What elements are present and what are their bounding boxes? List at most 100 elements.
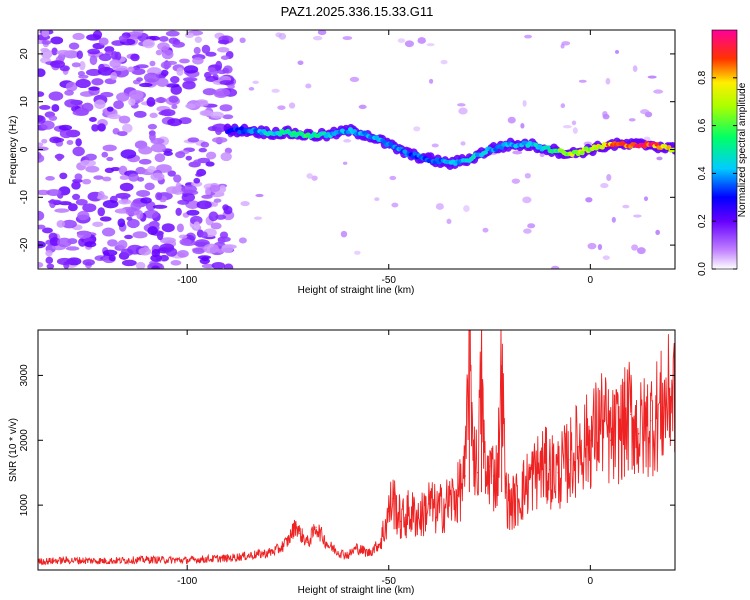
noise-blob [38, 224, 46, 230]
noise-blob [211, 136, 228, 144]
noise-blob [156, 77, 169, 88]
noise-blob [107, 113, 122, 120]
noise-blob [41, 138, 48, 144]
noise-blob [219, 80, 234, 86]
noise-blob [40, 47, 50, 53]
snr-point [509, 504, 511, 506]
colorbar-tick-label: 0.8 [697, 70, 708, 84]
noise-blob [75, 78, 91, 89]
noise-blob [56, 257, 73, 266]
snr-frame [37, 329, 676, 571]
noise-blob [147, 123, 158, 130]
noise-blob [138, 158, 152, 165]
noise-blob [147, 226, 158, 236]
noise-blob [149, 112, 158, 118]
colorbar-label: Normalized spectral amplitude [737, 82, 748, 217]
noise-blob [215, 127, 223, 136]
noise-blob [218, 185, 227, 193]
noise-blob [81, 102, 94, 112]
snr-point [589, 439, 591, 441]
noise-blob [56, 220, 66, 228]
noise-blob [117, 131, 128, 137]
noise-blob [200, 231, 208, 239]
snr-point [315, 526, 317, 528]
noise-blob [117, 199, 132, 205]
snr-point [327, 544, 329, 546]
snr-y-label: SNR (10 * v/v) [8, 418, 19, 482]
noise-blob [397, 38, 406, 43]
snr-x-ticks: -100 -50 0 [177, 330, 594, 587]
noise-blob [77, 71, 85, 77]
noise-blob [460, 141, 466, 146]
noise-blob [46, 263, 55, 269]
noise-blob [38, 68, 46, 77]
noise-blob [171, 104, 178, 110]
noise-blob [121, 259, 137, 267]
noise-blob [40, 120, 55, 130]
noise-blob [67, 203, 78, 212]
noise-blob [170, 76, 180, 84]
noise-blob [38, 262, 44, 268]
noise-blob [606, 174, 612, 182]
noise-blob [56, 49, 72, 55]
noise-blob [655, 229, 660, 235]
snr-point [428, 503, 430, 505]
noise-blob [512, 150, 523, 155]
noise-blob [184, 32, 195, 39]
noise-blob [74, 173, 83, 181]
noise-blob [647, 75, 657, 79]
snr-point [146, 559, 148, 561]
noise-blob [149, 35, 161, 41]
noise-blob [100, 91, 114, 98]
noise-blob [38, 210, 45, 221]
noise-blob [354, 250, 361, 255]
noise-blob [76, 230, 92, 239]
y-tick-label: 3000 [19, 364, 30, 387]
noise-blob [132, 231, 148, 239]
x-tick-label: 0 [588, 275, 594, 286]
noise-blob [64, 98, 80, 108]
noise-blob [72, 193, 81, 201]
noise-blob [106, 156, 114, 162]
colorbar-tick-label: 0.2 [697, 214, 708, 228]
noise-blob [89, 55, 98, 66]
noise-blob [211, 261, 226, 269]
noise-blob [92, 221, 104, 227]
noise-blob [463, 205, 470, 212]
noise-blob [152, 204, 168, 209]
y-tick-label: 2000 [19, 429, 30, 452]
noise-blob [297, 60, 304, 66]
y-tick-label: 20 [19, 48, 30, 60]
figure-title: PAZ1.2025.336.15.33.G11 [281, 4, 434, 19]
noise-blob [192, 57, 204, 65]
noise-blob [104, 46, 115, 53]
noise-blob [135, 261, 146, 269]
noise-blob [127, 218, 140, 229]
noise-blob [149, 60, 156, 67]
noise-blob [49, 60, 66, 69]
noise-blob [182, 80, 196, 90]
snr-point [577, 446, 579, 448]
snr-point [448, 501, 450, 503]
noise-blob [160, 61, 172, 69]
y-tick-label: -10 [19, 190, 30, 205]
noise-blob [118, 35, 128, 42]
noise-blob [193, 159, 202, 165]
noise-blob [65, 246, 80, 251]
snr-point [367, 552, 370, 554]
noise-blob [602, 110, 608, 118]
snr-point [549, 468, 551, 471]
snr-series [38, 330, 675, 566]
noise-blob [482, 227, 489, 233]
noise-blob [97, 191, 105, 199]
noise-blob [143, 209, 159, 219]
noise-blob [600, 182, 609, 189]
noise-blob [175, 207, 182, 217]
noise-blob [87, 48, 101, 55]
noise-blob [84, 241, 97, 248]
snr-point [541, 465, 543, 467]
noise-blob [175, 182, 182, 192]
noise-blob [38, 146, 49, 151]
noise-blob [176, 223, 184, 233]
